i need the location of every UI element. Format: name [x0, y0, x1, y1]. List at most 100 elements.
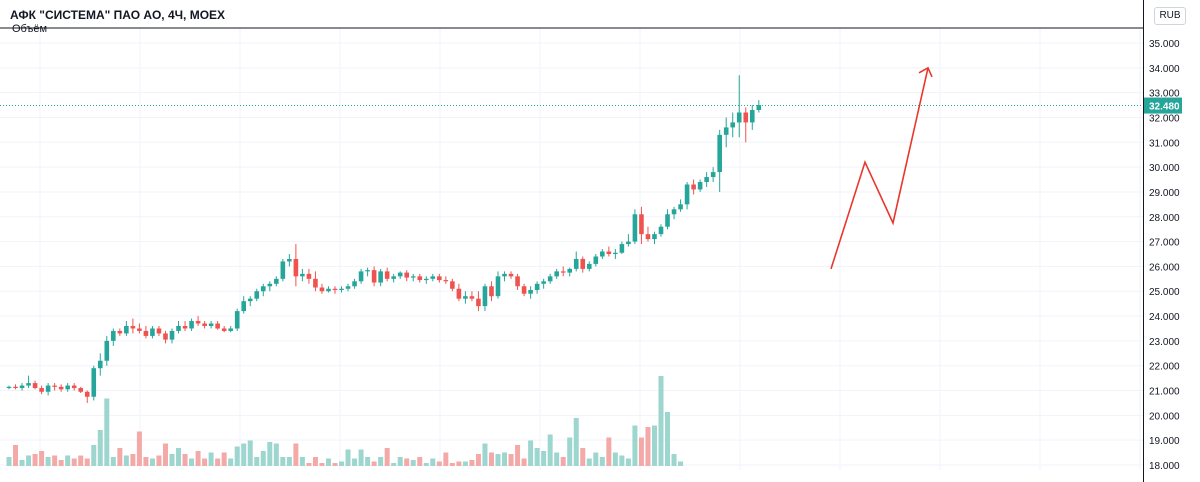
volume-bar: [241, 443, 247, 466]
y-tick-label: 27.000: [1149, 238, 1180, 249]
candle-body: [300, 273, 305, 277]
candle-body: [606, 251, 612, 254]
candle-body: [247, 298, 253, 302]
candle-body: [430, 276, 436, 279]
y-tick-label: 34.000: [1149, 64, 1180, 75]
volume-bar: [651, 425, 657, 466]
y-tick-label: 23.000: [1149, 337, 1180, 348]
volume-bar: [84, 458, 90, 466]
volume-bar: [443, 452, 449, 466]
candle-body: [437, 276, 442, 281]
y-tick-label: 28.000: [1149, 213, 1180, 224]
volume-bar: [13, 445, 19, 466]
volume-bar: [26, 455, 32, 466]
volume-bar: [586, 458, 592, 466]
volume-bar: [573, 418, 579, 466]
currency-button[interactable]: RUB: [1154, 7, 1186, 25]
volume-bar: [71, 458, 77, 466]
candle-body: [65, 385, 70, 390]
volume-bar: [567, 437, 573, 466]
candle-body: [613, 252, 618, 254]
candle-body: [371, 270, 377, 283]
candle-body: [645, 234, 651, 240]
volume-bar: [612, 452, 618, 466]
candle-body: [482, 286, 488, 307]
candle-body: [84, 391, 90, 397]
candle-body: [111, 330, 116, 341]
candle-body: [593, 256, 599, 264]
candle-body: [169, 330, 175, 340]
candle-body: [274, 278, 279, 284]
candle-body: [195, 321, 201, 324]
volume-bar: [462, 461, 468, 466]
volume-bar: [169, 454, 175, 466]
volume-bar: [378, 457, 384, 466]
volume-bar: [104, 398, 110, 466]
volume-bar: [117, 448, 123, 466]
candle-body: [502, 273, 507, 277]
candle-body: [208, 323, 214, 326]
volume-bar: [449, 463, 455, 466]
volume-bar: [534, 448, 540, 466]
candle-body: [710, 172, 716, 178]
volume-indicator-label: Объём: [12, 23, 48, 35]
y-tick-label: 22.000: [1149, 362, 1180, 373]
volume-bar: [358, 449, 364, 466]
volume-bar: [267, 442, 273, 466]
volume-bar: [110, 457, 116, 466]
candle-body: [632, 214, 638, 242]
candle-body: [13, 386, 18, 389]
volume-bar: [632, 425, 638, 466]
candle-body: [78, 388, 84, 392]
candle-body: [52, 385, 57, 387]
candle-body: [287, 258, 292, 262]
volume-bar: [528, 440, 534, 466]
candle-body: [730, 122, 736, 128]
candle-body: [221, 328, 227, 331]
candle-body: [156, 328, 162, 334]
candle-body: [391, 276, 396, 279]
candle-body: [521, 286, 527, 294]
candle-body: [45, 385, 51, 392]
y-tick-label: 20.000: [1149, 411, 1180, 422]
volume-bar: [143, 457, 149, 466]
candle-body: [652, 234, 657, 240]
price-axis[interactable]: 35.000 34.000 33.000 32.000 31.000 30.000 29.0…: [1143, 0, 1183, 482]
volume-bar: [202, 458, 208, 466]
volume-bar: [625, 458, 631, 466]
candle-body: [6, 386, 12, 389]
candle-body: [176, 325, 181, 331]
candle-body: [182, 325, 188, 329]
candle-body: [326, 288, 331, 292]
volume-bar: [502, 452, 508, 466]
annotation-arrow-line: [830, 67, 929, 270]
volume-bar: [495, 454, 501, 466]
annotation-arrowhead: [918, 66, 933, 78]
candle-body: [404, 272, 410, 278]
volume-bar: [221, 452, 227, 466]
volume-bar: [521, 458, 527, 466]
candle-body: [495, 276, 501, 297]
candle-body: [717, 134, 722, 173]
volume-bar: [352, 458, 358, 466]
candle-body: [743, 112, 749, 123]
volume-bar: [182, 454, 188, 466]
volume-bar: [339, 461, 345, 466]
volume-bar: [39, 451, 45, 466]
candle-body: [756, 105, 762, 111]
volume-bar: [560, 457, 566, 466]
candle-body: [547, 276, 553, 282]
y-tick-label: 32.000: [1149, 113, 1180, 124]
volume-bar: [234, 446, 240, 466]
volume-bar: [580, 448, 586, 466]
candle-body: [534, 283, 540, 290]
y-tick-label: 18.000: [1149, 461, 1180, 472]
volume-bar: [371, 461, 377, 466]
annotation-layer: [830, 66, 933, 270]
candle-body: [397, 272, 403, 277]
volume-bar: [606, 437, 612, 466]
candle-body: [665, 214, 670, 227]
volume-bar: [273, 443, 279, 466]
